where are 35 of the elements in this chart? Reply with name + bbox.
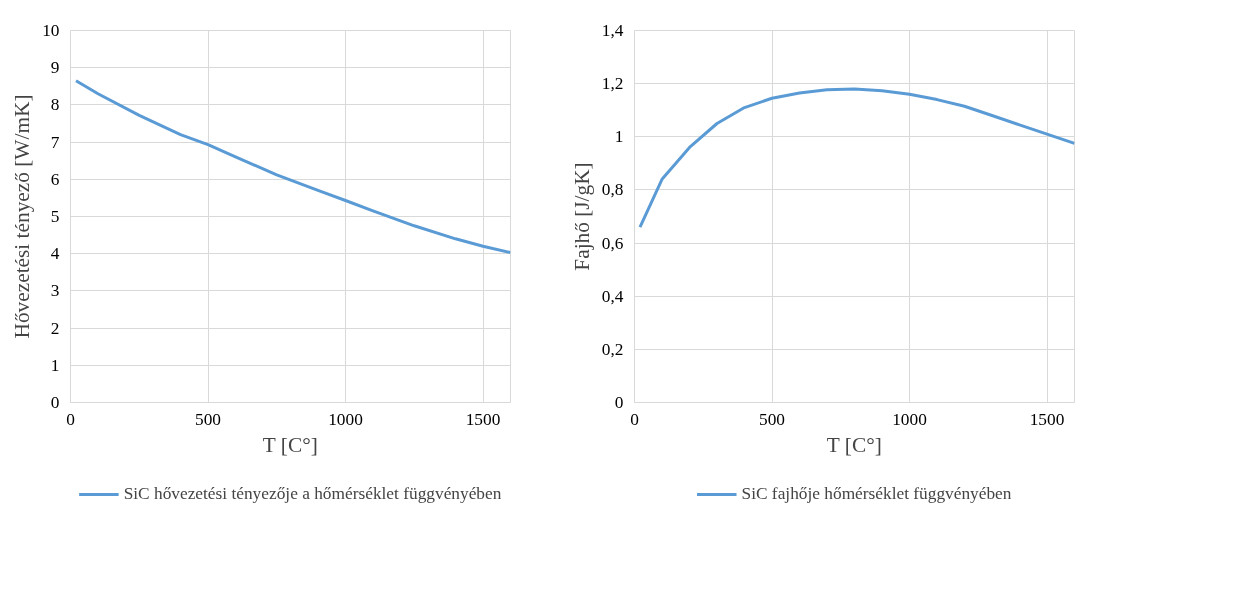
x-axis-title: T [C°] (262, 432, 318, 457)
y-axis-title: Hővezetési tényező [W/mK] (10, 94, 35, 339)
y-axis-title: Fajhő [J/gK] (569, 162, 594, 271)
y-tick-label: 2 (50, 318, 60, 338)
legend-label: SiC hővezetési tényezője a hőmérséklet függvényében (123, 484, 502, 504)
y-tick-label: 1 (50, 355, 60, 375)
y-tick-label: 4 (50, 244, 60, 264)
x-tick-label: 1500 (465, 409, 501, 429)
y-tick-label: 0 (614, 393, 624, 412)
y-tick-label: 1,2 (601, 74, 624, 94)
x-tick-label: 1000 (328, 409, 363, 429)
y-tick-label: 7 (50, 132, 60, 152)
line-series (638, 87, 1075, 229)
y-tick-label: 8 (50, 95, 60, 115)
y-tick-label: 9 (50, 58, 60, 78)
y-tick-label: 6 (50, 169, 60, 189)
legend-label: SiC fajhője hőmérséklet függvényében (741, 484, 1012, 504)
y-tick-label: 0,4 (601, 286, 624, 306)
line-series (74, 79, 511, 255)
y-tick-label: 5 (50, 207, 60, 226)
y-tick-label: 0,6 (601, 233, 624, 253)
y-tick-label: 0,8 (601, 180, 624, 200)
y-tick-label: 0,2 (601, 339, 624, 359)
x-tick-label: 500 (195, 409, 221, 429)
x-tick-label: 1000 (892, 409, 927, 429)
x-tick-label: 0 (630, 409, 639, 429)
y-tick-label: 10 (42, 21, 60, 40)
x-axis-title: T [C°] (826, 432, 882, 457)
y-tick-label: 0 (50, 393, 60, 412)
x-tick-label: 500 (759, 409, 785, 429)
x-tick-label: 1500 (1029, 409, 1065, 429)
x-tick-label: 0 (66, 409, 75, 429)
y-tick-label: 3 (50, 281, 60, 301)
y-tick-label: 1 (614, 127, 624, 147)
y-tick-label: 1,4 (601, 21, 624, 40)
